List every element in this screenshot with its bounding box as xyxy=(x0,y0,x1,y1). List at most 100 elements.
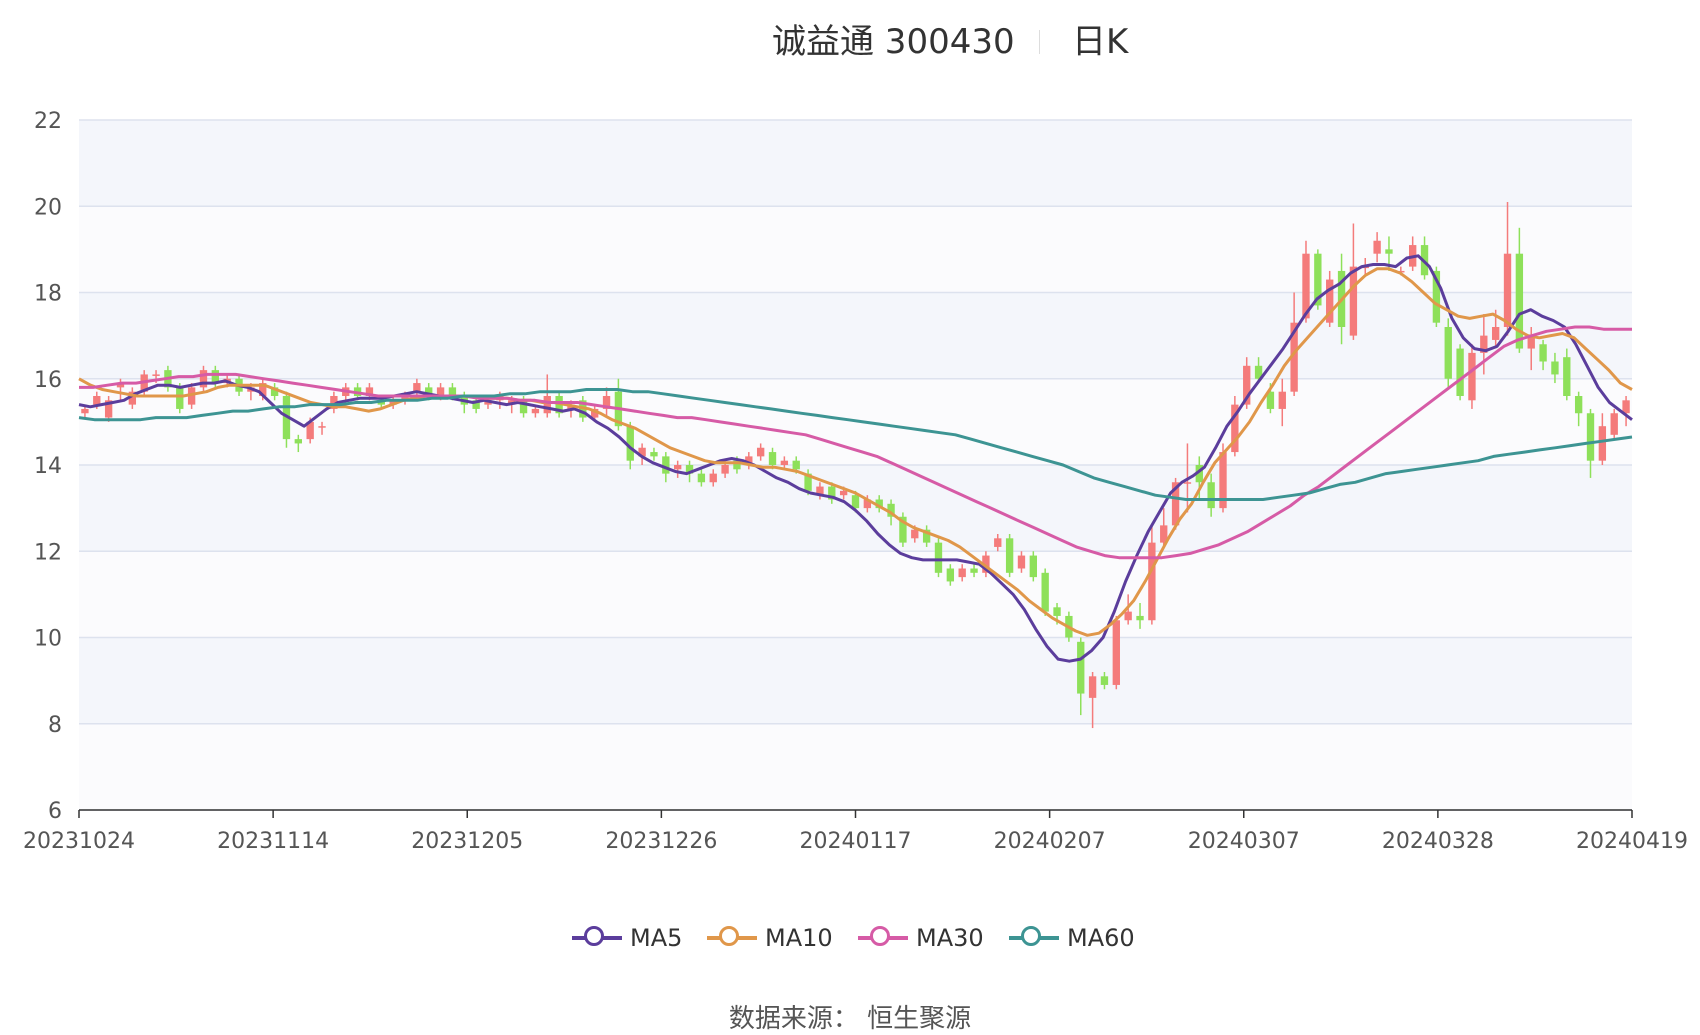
y-tick-label: 6 xyxy=(48,799,62,824)
y-tick-label: 10 xyxy=(34,627,62,652)
candle-body xyxy=(531,408,540,414)
legend-label: MA60 xyxy=(1067,924,1135,952)
candle-body xyxy=(1397,270,1405,273)
legend-item-ma10[interactable]: MA10 xyxy=(707,918,833,958)
candle-body xyxy=(591,408,599,418)
candle xyxy=(1290,292,1298,396)
candle-body xyxy=(318,426,326,428)
candle-body xyxy=(1444,327,1452,379)
candle-body xyxy=(721,465,729,474)
x-tick-label: 20240117 xyxy=(800,829,912,854)
candle-body xyxy=(81,408,89,414)
candle xyxy=(330,391,338,414)
legend-label: MA5 xyxy=(630,924,683,952)
candle-body xyxy=(626,426,634,461)
candle xyxy=(1527,327,1535,371)
candle-body xyxy=(1551,361,1559,375)
candle-body xyxy=(887,503,895,517)
candle-body xyxy=(1029,555,1037,578)
candle xyxy=(187,383,196,409)
candle xyxy=(1041,568,1049,616)
x-tick-label: 20240328 xyxy=(1382,829,1494,854)
candle xyxy=(946,564,955,586)
ma-line-ma30 xyxy=(79,325,1632,560)
candle-body xyxy=(768,452,777,465)
candle xyxy=(709,469,717,487)
candle-body xyxy=(152,374,160,376)
y-tick-label: 12 xyxy=(34,540,62,565)
candle xyxy=(922,525,931,547)
legend-item-ma5[interactable]: MA5 xyxy=(572,918,682,958)
candle xyxy=(816,482,824,500)
candle xyxy=(1610,408,1618,440)
candle-body xyxy=(650,452,658,457)
legend-circle-icon xyxy=(1021,926,1041,946)
x-tick-label: 20240307 xyxy=(1188,829,1300,854)
candle-body xyxy=(199,370,208,388)
legend-item-ma30[interactable]: MA30 xyxy=(858,918,984,958)
candle-body xyxy=(187,387,196,405)
candle-body xyxy=(1574,396,1583,414)
chart-title: 诚益通 300430 xyxy=(772,22,1015,62)
candle xyxy=(270,383,279,401)
y-tick-label: 22 xyxy=(34,109,62,134)
data-source-label: 数据来源： 恒生聚源 xyxy=(728,1004,972,1034)
candle xyxy=(650,447,658,461)
candle-body xyxy=(1231,404,1239,453)
candle xyxy=(1148,525,1156,625)
candle-body xyxy=(780,460,789,465)
candle xyxy=(1005,534,1014,578)
moving-average-lines xyxy=(78,254,1633,663)
legend-line-icon xyxy=(707,926,757,946)
candle-body xyxy=(413,383,421,392)
candle xyxy=(1278,378,1286,427)
candle-body xyxy=(1302,253,1310,319)
candle-body xyxy=(946,568,955,582)
candle xyxy=(1017,551,1026,573)
ma-line-ma5 xyxy=(78,254,1633,663)
candle xyxy=(1503,201,1512,336)
legend-circle-icon xyxy=(870,926,890,946)
candle xyxy=(875,495,883,513)
candle xyxy=(1456,344,1464,401)
candle-body xyxy=(1278,391,1286,409)
candle xyxy=(745,452,753,470)
candle-body xyxy=(128,391,137,405)
candle-body xyxy=(1539,344,1547,362)
candle-body xyxy=(697,473,706,483)
candle-body xyxy=(270,387,279,396)
legend-item-ma60[interactable]: MA60 xyxy=(1009,918,1135,958)
candle-body xyxy=(1385,249,1393,254)
candle-body xyxy=(756,447,765,457)
ma-line-ma10 xyxy=(78,267,1633,637)
candle-body xyxy=(816,486,824,496)
y-tick-label: 20 xyxy=(34,195,62,220)
legend-line-icon xyxy=(1009,926,1059,946)
candle xyxy=(1444,318,1452,388)
candle xyxy=(1254,357,1263,384)
ma-line-ma60 xyxy=(78,388,1633,501)
candle-body xyxy=(1503,253,1512,327)
x-tick-label: 20231114 xyxy=(217,829,329,854)
legend-line-icon xyxy=(572,926,622,946)
candle-body xyxy=(1290,322,1298,392)
candle xyxy=(1302,240,1310,323)
candle xyxy=(389,396,397,409)
candle xyxy=(994,534,1002,552)
candle xyxy=(104,396,113,422)
candle-body xyxy=(602,396,611,409)
candle-body xyxy=(1480,335,1488,353)
candle-body xyxy=(899,516,907,543)
candle xyxy=(638,443,646,465)
candle xyxy=(1231,396,1239,457)
candle-body xyxy=(1207,482,1215,509)
candle-body xyxy=(875,499,883,509)
candle xyxy=(1468,344,1476,409)
candle-body xyxy=(839,490,848,496)
candle-body xyxy=(1195,465,1203,483)
candle-body xyxy=(1563,357,1571,396)
candle xyxy=(780,456,789,470)
candle-body xyxy=(1112,620,1120,685)
candle-body xyxy=(934,542,943,573)
